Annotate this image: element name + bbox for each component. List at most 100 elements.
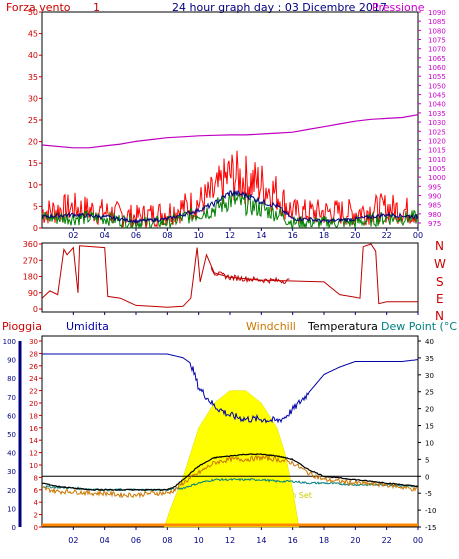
- rain-tick-label: 30: [29, 338, 38, 346]
- rain-tick-label: 28: [29, 350, 38, 358]
- humidity-tick-label: 40: [7, 450, 16, 458]
- graph-title: 24 hour graph day : 03 Dicembre 2017: [172, 1, 387, 14]
- humidity-tick-label: 0: [12, 524, 16, 532]
- temperature-line: [41, 453, 419, 492]
- rain-label: Pioggia: [2, 320, 42, 333]
- panel3-x-tick-label: 14: [256, 536, 266, 545]
- panel1-left-tick-label: 5: [33, 202, 38, 211]
- panel1-right-tick-label: 980: [428, 211, 441, 219]
- humidity-tick-label: 60: [7, 412, 16, 420]
- panel3-x-tick-label: 16: [288, 536, 298, 545]
- panel1-right-tick-label: 1055: [428, 73, 446, 81]
- panel1-left-tick-label: 25: [28, 116, 38, 125]
- panel3-x-tick-label: 10: [194, 536, 204, 545]
- panel1-right-tick-label: 1005: [428, 165, 446, 173]
- panel3-x-tick-label: 02: [68, 536, 78, 545]
- panel1-right-tick-label: 1050: [428, 82, 446, 90]
- rain-tick-label: 10: [29, 462, 38, 470]
- panel2-left-tick-label: 180: [23, 273, 38, 282]
- temperature-tick-label: 35: [425, 355, 434, 363]
- panel1-left-tick-label: 35: [28, 73, 38, 82]
- rain-tick-label: 26: [29, 363, 38, 371]
- panel2-left-tick-label: 360: [23, 240, 38, 249]
- temperature-tick-label: 15: [425, 423, 434, 431]
- panel1-right-tick-label: 975: [428, 220, 441, 228]
- rain-tick-label: 0: [34, 524, 38, 532]
- panel1-right-tick-label: 1090: [428, 9, 446, 17]
- panel1-left-tick-label: 15: [28, 159, 38, 168]
- panel1-right-tick-label: 1000: [428, 174, 446, 182]
- temperature-tick-label: 20: [425, 406, 434, 414]
- humidity-tick-label: 70: [7, 394, 16, 402]
- rain-tick-label: 6: [34, 487, 39, 495]
- wind-force-label: Forza vento: [6, 1, 71, 14]
- panel1-right-tick-label: 995: [428, 183, 441, 191]
- panel1-right-tick-label: 1075: [428, 37, 446, 45]
- panel1-left-tick-label: 30: [28, 94, 38, 103]
- panel1-left-tick-label: 20: [28, 138, 38, 147]
- humidity-line: [42, 353, 419, 424]
- temperature-tick-label: 40: [425, 338, 434, 346]
- panel1-right-tick-label: 1060: [428, 64, 446, 72]
- panel1-right-tick-label: 1045: [428, 92, 446, 100]
- humidity-tick-label: 10: [7, 505, 16, 513]
- panel1-left-tick-label: 45: [28, 30, 38, 39]
- rain-tick-label: 20: [29, 400, 38, 408]
- panel3-x-tick-label: 20: [350, 536, 360, 545]
- panel1-right-tick-label: 1085: [428, 18, 446, 26]
- dynamic-marks: 5045403530252015105010901085108010751070…: [3, 8, 446, 545]
- panel1-x-tick-label: 20: [350, 231, 360, 240]
- temperature-tick-label: 25: [425, 389, 434, 397]
- temperature-tick-label: -5: [425, 490, 432, 498]
- rain-tick-label: 24: [29, 375, 38, 383]
- humidity-tick-label: 80: [7, 375, 16, 383]
- temperature-tick-label: -15: [425, 524, 436, 532]
- panel1-left-tick-label: 10: [28, 181, 38, 190]
- pressure-label: Pressione: [372, 1, 425, 14]
- panel1-left-tick-label: 0: [33, 224, 38, 233]
- panel1-right-tick-label: 1070: [428, 46, 446, 54]
- humidity-tick-label: 100: [3, 338, 16, 346]
- rain-tick-label: 12: [29, 450, 38, 458]
- rain-tick-label: 8: [34, 474, 38, 482]
- panel3-x-tick-label: 12: [225, 536, 235, 545]
- panel3-x-tick-label: 18: [319, 536, 329, 545]
- pressure-line: [41, 114, 419, 149]
- humidity-label: Umidita: [66, 320, 109, 333]
- rain-tick-label: 4: [34, 499, 39, 507]
- humidity-tick-label: 30: [7, 468, 16, 476]
- panel1-right-tick-label: 985: [428, 202, 441, 210]
- temperature-tick-label: 0: [425, 473, 429, 481]
- rain-tick-label: 2: [34, 512, 38, 520]
- panel1-x-tick-label: 06: [131, 231, 141, 240]
- rain-tick-label: 18: [29, 412, 38, 420]
- panel1-right-tick-label: 1015: [428, 147, 446, 155]
- wind-average-line: [41, 189, 419, 225]
- panel1-x-tick-label: 02: [68, 231, 78, 240]
- panel1-x-tick-label: 14: [256, 231, 266, 240]
- panel3-x-tick-label: 08: [162, 536, 172, 545]
- wind-direction-line: [41, 243, 418, 308]
- panel1-right-tick-label: 1010: [428, 156, 446, 164]
- panel1-right-tick-label: 1035: [428, 110, 446, 118]
- panel1-right-tick-label: 990: [428, 192, 441, 200]
- panel1-right-tick-label: 1020: [428, 137, 446, 145]
- temperature-tick-label: -10: [425, 507, 436, 515]
- windchill-line: [41, 454, 419, 499]
- rain-tick-label: 16: [29, 425, 38, 433]
- panel1-right-tick-label: 1030: [428, 119, 446, 127]
- compass-s: S: [436, 275, 444, 289]
- panel1-x-tick-label: 12: [225, 231, 235, 240]
- panel3-x-tick-label: 04: [100, 536, 110, 545]
- rain-tick-label: 22: [29, 388, 38, 396]
- panel1-right-tick-label: 1065: [428, 55, 446, 63]
- compass-n-top: N: [435, 239, 444, 253]
- panel1-left-tick-label: 40: [28, 51, 38, 60]
- dewpoint-label: Dew Point (°C: [381, 320, 457, 333]
- temperature-tick-label: 30: [425, 372, 434, 380]
- panel1-x-tick-label: 18: [319, 231, 329, 240]
- sun-set-label: Sun Set: [281, 491, 312, 500]
- panel3-x-tick-label: 22: [382, 536, 392, 545]
- compass-n-bottom: N: [435, 309, 444, 323]
